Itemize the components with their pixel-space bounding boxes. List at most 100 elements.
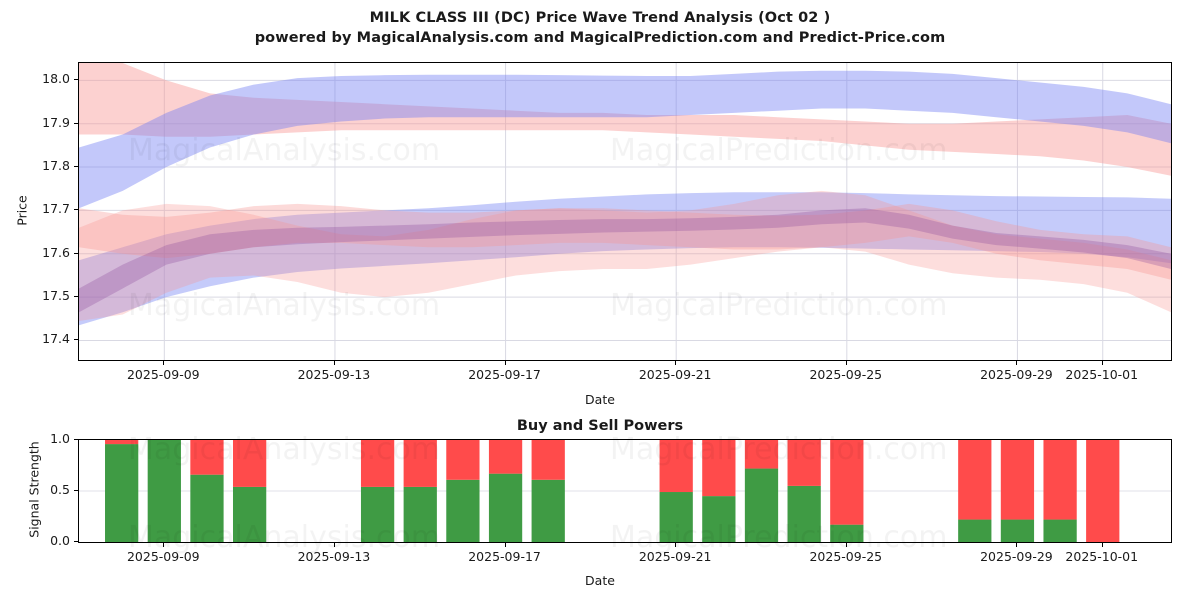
- sell-power-bar: [360, 440, 395, 487]
- page-subtitle: powered by MagicalAnalysis.com and Magic…: [254, 30, 946, 46]
- y-axis-tick-mark: [74, 166, 78, 168]
- buy-power-bar: [659, 492, 693, 542]
- y-axis-tick-mark: [74, 541, 78, 542]
- mid-blue-band: [79, 192, 1171, 326]
- x-axis-tick-label: 2025-09-25: [809, 549, 883, 564]
- y-axis-tick-mark: [74, 296, 78, 298]
- sell-power-bar: [446, 440, 480, 480]
- buy-power-bar: [531, 479, 565, 542]
- x-axis-tick-mark: [163, 361, 165, 365]
- y-axis-tick-label: 0.5: [50, 482, 70, 497]
- x-axis-tick-label: 2025-09-29: [980, 367, 1053, 382]
- price-wave-chart-plot-area: [78, 62, 1172, 361]
- y-axis-tick-label: 17.8: [42, 158, 70, 174]
- x-axis-tick-mark: [1101, 543, 1103, 547]
- sell-power-bar: [190, 440, 224, 475]
- x-axis-tick-mark: [1101, 361, 1103, 365]
- buy-power-bar: [190, 474, 224, 542]
- buy-power-bar: [1000, 519, 1035, 542]
- y-axis-tick-mark: [74, 339, 78, 341]
- buy-power-bar: [488, 473, 523, 542]
- x-axis-tick-label: 2025-09-17: [468, 549, 541, 564]
- buy-power-bar: [403, 486, 437, 542]
- y-axis-tick-label: 18.0: [42, 71, 70, 87]
- sell-power-bar: [403, 440, 437, 487]
- buy-power-bar: [147, 440, 181, 542]
- x-axis-tick-mark: [504, 361, 506, 365]
- y-axis-tick-mark: [74, 252, 78, 254]
- upper-red-band: [79, 63, 1171, 176]
- x-axis-tick-mark: [333, 361, 335, 365]
- y-axis-tick-label: 17.7: [42, 201, 70, 217]
- x-axis-tick-mark: [333, 543, 335, 547]
- core-dark-band: [79, 208, 1171, 313]
- x-axis-tick-label: 2025-10-01: [1065, 367, 1139, 382]
- date-axis-label-top: Date: [585, 392, 615, 407]
- x-axis-tick-label: 2025-10-01: [1065, 549, 1139, 564]
- x-axis-tick-mark: [675, 361, 677, 365]
- buy-power-bar: [787, 485, 821, 542]
- buy-sell-bars-svg: [79, 440, 1171, 542]
- x-axis-tick-mark: [845, 543, 847, 547]
- chart-title-block: MILK CLASS III (DC) Price Wave Trend Ana…: [0, 8, 1200, 48]
- upper-blue-band: [79, 70, 1171, 209]
- buy-power-bar: [702, 496, 736, 542]
- mid-red-band-1: [79, 203, 1171, 280]
- sell-power-bar: [1000, 440, 1035, 520]
- buy-power-bar: [446, 479, 480, 542]
- x-axis-tick-mark: [845, 361, 847, 365]
- y-axis-tick-mark: [74, 439, 78, 440]
- date-axis-label-bottom: Date: [585, 573, 615, 588]
- y-axis-tick-label: 1.0: [50, 431, 70, 446]
- x-axis-tick-label: 2025-09-17: [468, 367, 541, 382]
- sell-power-bar: [744, 440, 779, 469]
- y-axis-tick-mark: [74, 209, 78, 211]
- sell-power-bar: [232, 440, 267, 487]
- mid-red-band-2: [79, 190, 1171, 321]
- x-axis-tick-label: 2025-09-21: [638, 549, 712, 564]
- x-axis-tick-mark: [1016, 543, 1018, 547]
- sell-power-bar: [531, 440, 565, 480]
- y-axis-tick-label: 17.5: [42, 288, 70, 304]
- page-title: MILK CLASS III (DC) Price Wave Trend Ana…: [369, 10, 831, 26]
- y-axis-tick-label: 17.9: [42, 114, 70, 130]
- y-axis-tick-mark: [74, 122, 78, 124]
- buy-power-bar: [1043, 519, 1077, 542]
- price-axis-label: Price: [14, 194, 30, 226]
- buy-sell-powers-title: Buy and Sell Powers: [516, 418, 684, 434]
- x-axis-tick-mark: [1016, 361, 1018, 365]
- x-axis-tick-mark: [163, 543, 165, 547]
- y-axis-tick-mark: [74, 79, 78, 81]
- buy-power-bar: [744, 468, 779, 542]
- x-axis-tick-label: 2025-09-09: [126, 367, 200, 382]
- x-axis-tick-label: 2025-09-09: [126, 549, 200, 564]
- x-axis-tick-label: 2025-09-13: [297, 549, 371, 564]
- x-axis-tick-mark: [675, 543, 677, 547]
- sell-power-bar: [830, 440, 864, 525]
- buy-power-bar: [958, 519, 992, 542]
- sell-power-bar: [702, 440, 736, 497]
- sell-power-bar: [1086, 440, 1120, 542]
- sell-power-bar: [488, 440, 523, 474]
- x-axis-tick-label: 2025-09-13: [297, 367, 371, 382]
- sell-power-bar: [958, 440, 992, 520]
- y-axis-tick-mark: [74, 490, 78, 491]
- y-axis-tick-label: 17.4: [42, 331, 70, 347]
- x-axis-tick-mark: [504, 543, 506, 547]
- buy-power-bar: [232, 486, 267, 542]
- sell-power-bar: [659, 440, 693, 493]
- buy-sell-powers-plot-area: [78, 439, 1172, 543]
- buy-power-bar: [360, 486, 395, 542]
- y-axis-tick-label: 0.0: [50, 533, 70, 548]
- sell-power-bar: [1043, 440, 1077, 520]
- sell-power-bar: [787, 440, 821, 486]
- buy-power-bar: [830, 524, 864, 542]
- x-axis-tick-label: 2025-09-25: [809, 367, 883, 382]
- signal-strength-axis-label: Signal Strength: [26, 441, 42, 538]
- price-wave-svg: [79, 63, 1171, 360]
- sell-power-bar: [105, 440, 139, 445]
- buy-power-bar: [105, 444, 139, 542]
- y-axis-tick-label: 17.6: [42, 244, 70, 260]
- x-axis-tick-label: 2025-09-29: [980, 549, 1053, 564]
- x-axis-tick-label: 2025-09-21: [638, 367, 712, 382]
